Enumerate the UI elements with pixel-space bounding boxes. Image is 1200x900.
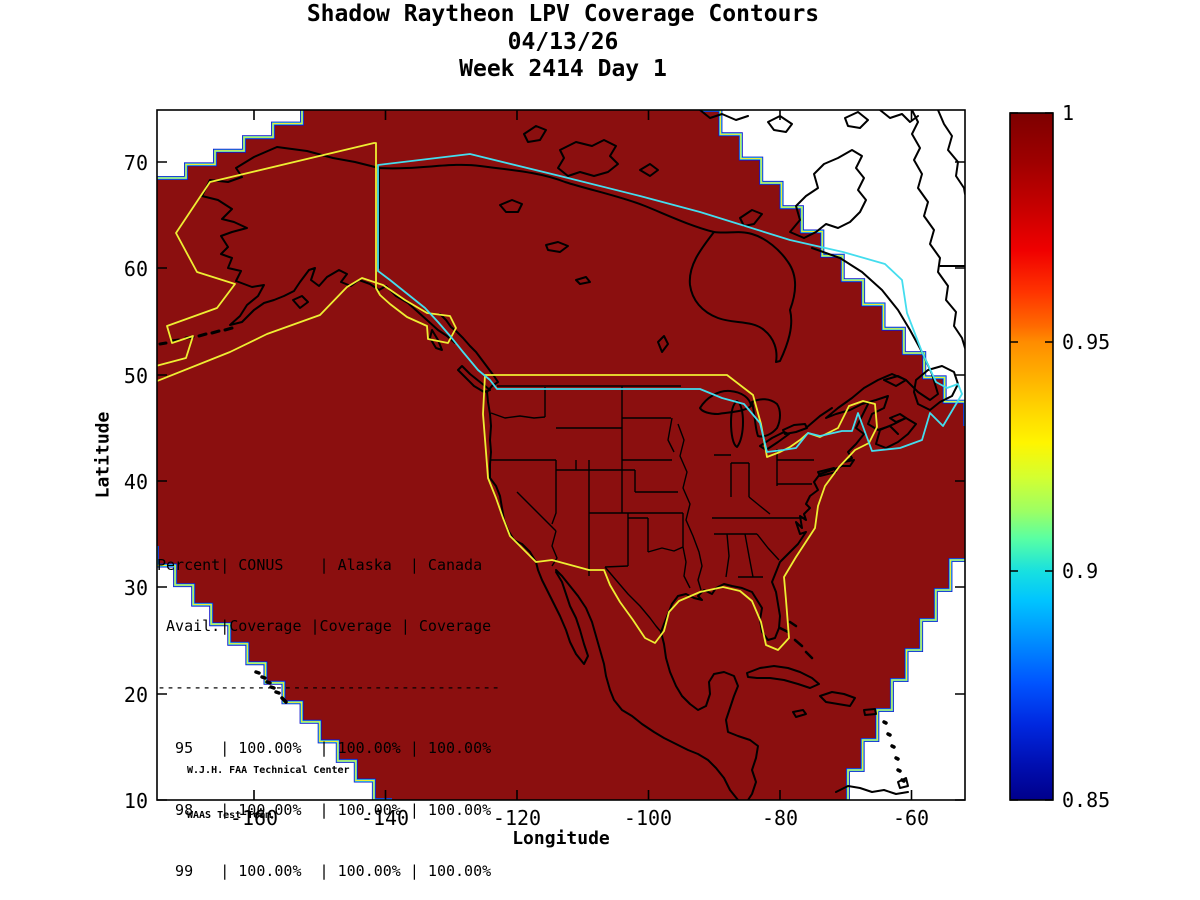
y-tick-label: 20	[123, 683, 148, 707]
coverage-table-row: 98 | 100.00% | 100.00% | 100.00%	[157, 800, 492, 819]
coverage-table-header-1: Percent| CONUS | Alaska | Canada	[157, 555, 483, 574]
contour-cyan	[377, 153, 963, 453]
plot-date: 04/13/26	[507, 29, 619, 55]
coverage-table-header-2: Avail.|Coverage |Coverage | Coverage	[157, 617, 492, 636]
x-tick-label: -60	[892, 806, 930, 830]
y-tick-label: 10	[123, 789, 148, 813]
colorbar-tick-label: 1	[1062, 101, 1075, 125]
y-tick-label: 40	[123, 470, 148, 494]
x-axis-label: Longitude	[512, 828, 610, 849]
axes-box	[156, 109, 966, 801]
colorbar-tick-label: 0.9	[1062, 559, 1099, 583]
coverage-table-row: 95 | 100.00% | 100.00% | 100.00%	[157, 739, 492, 758]
y-axis-label: Latitude	[92, 411, 114, 499]
x-tick-label: -160	[229, 806, 279, 830]
credit-line-2: WAAS Test Team	[187, 810, 272, 821]
credit-line-1: W.J.H. FAA Technical Center	[187, 765, 350, 776]
x-tick-label: -100	[623, 806, 673, 830]
coverage-table-row: 99 | 100.00% | 100.00% | 100.00%	[157, 861, 492, 880]
tick-marks	[157, 110, 965, 801]
credit-annotation: W.J.H. FAA Technical Center WAAS Test Te…	[187, 733, 350, 853]
plot-title: Shadow Raytheon LPV Coverage Contours	[306, 1, 820, 27]
state-border-layer	[490, 385, 814, 633]
coverage-table: Percent| CONUS | Alaska | Canada Avail.|…	[157, 514, 500, 900]
coverage-table-divider: --------------------------------------	[157, 678, 501, 697]
colorbar-tick-label: 0.95	[1062, 330, 1111, 354]
y-tick-label: 70	[123, 151, 148, 175]
y-tick-label: 50	[123, 364, 148, 388]
colorbar	[1009, 112, 1054, 801]
x-tick-label: -140	[360, 806, 410, 830]
x-tick-label: -80	[761, 806, 799, 830]
plot-week-day: Week 2414 Day 1	[459, 56, 667, 82]
colorbar-tick-label: 0.85	[1062, 788, 1111, 812]
y-tick-label: 60	[123, 257, 148, 281]
x-tick-label: -120	[492, 806, 542, 830]
y-tick-label: 30	[123, 576, 148, 600]
